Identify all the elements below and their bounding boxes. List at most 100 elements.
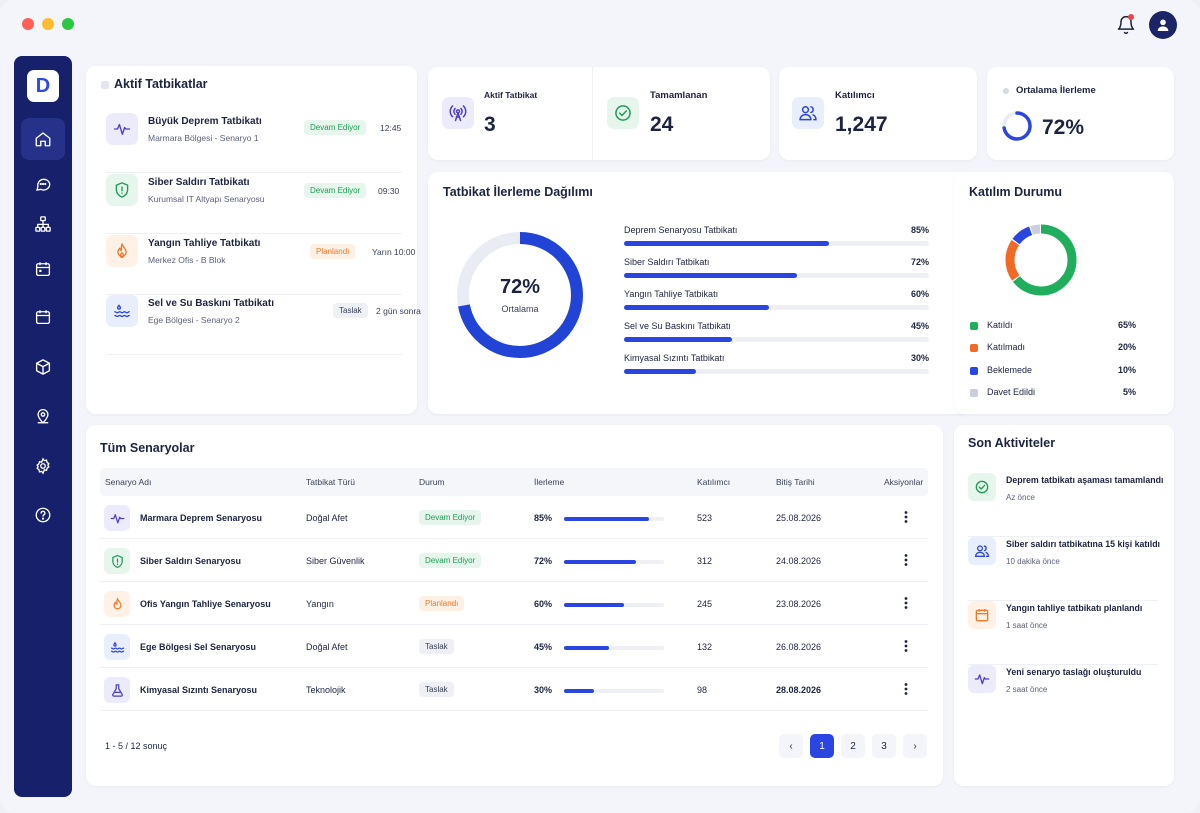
scenario-name: Siber Saldırı Senaryosu — [140, 556, 242, 566]
app-logo[interactable]: D — [27, 70, 59, 102]
scenario-name: Marmara Deprem Senaryosu — [140, 513, 263, 523]
map-pin-icon — [37, 409, 49, 424]
status-badge: Devam Ediyor — [304, 120, 367, 135]
sidebar-item-settings[interactable] — [21, 445, 65, 487]
progress-distribution-card: Tatbikat İlerleme Dağılımı 72% Ortalama … — [428, 172, 971, 414]
next-page-button[interactable]: › — [903, 734, 927, 758]
recent-activity-card: Son Aktiviteler Deprem tatbikatı aşaması… — [954, 425, 1174, 786]
sidebar-item-calendar[interactable] — [21, 248, 65, 290]
list-item[interactable]: Yangın Tahliye Tatbikatı Merkez Ofis - B… — [106, 235, 415, 295]
donut-center-value: 72% — [499, 276, 541, 298]
window-minimize-dot[interactable] — [42, 18, 54, 30]
legend-value: 10% — [1117, 365, 1136, 375]
more-vertical-icon[interactable] — [898, 638, 914, 654]
activity-item[interactable]: Yeni senaryo taslağı oluşturuldu 2 saat … — [968, 665, 1158, 729]
scenario-type: Doğal Afet — [306, 513, 348, 523]
participation-card: Katılım Durumu Katıldı 65% Katılmadı 20%… — [954, 172, 1174, 414]
list-item[interactable]: Siber Saldırı Tatbikatı Kurumsal IT Alty… — [106, 174, 402, 234]
table-row[interactable]: Marmara Deprem Senaryosu Doğal Afet Deva… — [100, 497, 928, 539]
chat-icon — [36, 178, 51, 191]
progress-track — [624, 337, 929, 342]
progress-pct: 60% — [910, 289, 929, 299]
recent-activity-title: Son Aktiviteler — [968, 436, 1056, 450]
water-icon — [104, 634, 130, 660]
activity-time: Az önce — [1006, 493, 1035, 502]
progress-row: Deprem Senaryosu Tatbikatı 85% — [624, 225, 929, 253]
avatar[interactable] — [1149, 11, 1177, 39]
prev-page-button[interactable]: ‹ — [779, 734, 803, 758]
participant-count: 98 — [697, 685, 708, 695]
page-button-3[interactable]: 3 — [872, 734, 896, 758]
progress-distribution-title: Tatbikat İlerleme Dağılımı — [443, 185, 593, 199]
activity-item[interactable]: Deprem tatbikatı aşaması tamamlandı Az ö… — [968, 473, 1163, 537]
sidebar-item-locations[interactable] — [21, 395, 65, 437]
activity-time: 1 saat önce — [1006, 621, 1048, 630]
sidebar-item-home[interactable] — [21, 118, 65, 160]
end-date: 26.08.2026 — [776, 642, 822, 652]
scenario-type: Siber Güvenlik — [306, 556, 365, 566]
window-maximize-dot[interactable] — [62, 18, 74, 30]
progress-fill — [624, 337, 733, 342]
legend-label: Katılmadı — [987, 342, 1026, 352]
active-drills-title: Aktif Tatbikatlar — [114, 77, 208, 91]
participation-title: Katılım Durumu — [969, 185, 1063, 199]
calendar-icon — [35, 262, 51, 277]
drill-subtitle: Kurumsal IT Altyapı Senaryosu — [148, 194, 265, 204]
legend-label: Davet Edildi — [987, 387, 1036, 397]
status-badge: Devam Ediyor — [419, 553, 482, 568]
sidebar-item-schedule[interactable] — [21, 296, 65, 338]
progress-fill — [564, 646, 609, 650]
stat-label: Tamamlanan — [650, 90, 708, 101]
more-vertical-icon[interactable] — [898, 509, 914, 525]
end-date: 24.08.2026 — [776, 556, 822, 566]
progress-pct: 85% — [910, 225, 929, 235]
column-header: Aksiyonlar — [884, 477, 924, 487]
status-badge: Devam Ediyor — [304, 183, 367, 198]
table-row[interactable]: Ofis Yangın Tahliye Senaryosu Yangın Pla… — [100, 583, 928, 625]
window-close-dot[interactable] — [22, 18, 34, 30]
bell-icon[interactable] — [1116, 15, 1136, 35]
more-vertical-icon[interactable] — [898, 595, 914, 611]
stat-value: 3 — [484, 113, 496, 136]
sidebar-item-organization[interactable] — [21, 203, 65, 245]
sidebar-item-inventory[interactable] — [21, 346, 65, 388]
progress-pct: 85% — [534, 513, 553, 523]
sidebar-item-messages[interactable] — [21, 163, 65, 205]
drill-name: Büyük Deprem Tatbikatı — [148, 116, 262, 127]
page-button-2[interactable]: 2 — [841, 734, 865, 758]
drill-subtitle: Ege Bölgesi - Senaryo 2 — [148, 315, 240, 325]
participants-card: Katılımcı 1,247 — [779, 67, 977, 160]
activity-title: Yangın tahliye tatbikatı planlandı — [1006, 603, 1143, 613]
home-icon — [35, 132, 51, 147]
check-circle-icon — [968, 473, 996, 501]
progress-pct: 45% — [534, 642, 553, 652]
sidebar-item-help[interactable] — [21, 494, 65, 536]
notification-dot — [1128, 14, 1134, 20]
stat-label: Katılımcı — [835, 90, 875, 101]
progress-fill — [564, 517, 649, 521]
drill-subtitle: Marmara Bölgesi - Senaryo 1 — [148, 133, 259, 143]
settings-icon — [36, 457, 50, 475]
legend-label: Katıldı — [987, 320, 1013, 330]
more-vertical-icon[interactable] — [898, 552, 914, 568]
status-badge: Devam Ediyor — [419, 510, 482, 525]
progress-fill — [624, 369, 697, 374]
activity-item[interactable]: Siber saldırı tatbikatına 15 kişi katıld… — [968, 537, 1160, 601]
progress-track — [564, 560, 664, 564]
table-row[interactable]: Kimyasal Sızıntı Senaryosu Teknolojik Ta… — [100, 669, 928, 711]
scenario-type: Teknolojik — [306, 685, 346, 695]
users-icon — [792, 97, 824, 129]
list-item[interactable]: Büyük Deprem Tatbikatı Marmara Bölgesi -… — [106, 113, 402, 173]
legend-item: Katılmadı 20% — [970, 342, 1136, 356]
more-vertical-icon[interactable] — [898, 681, 914, 697]
legend-item: Beklemede 10% — [970, 365, 1136, 379]
divider — [592, 67, 593, 160]
page-button-1[interactable]: 1 — [810, 734, 834, 758]
activity-item[interactable]: Yangın tahliye tatbikatı planlandı 1 saa… — [968, 601, 1158, 665]
drill-name: Yangın Tahliye Tatbikatı — [148, 238, 261, 249]
list-item[interactable]: Sel ve Su Baskını Tatbikatı Ege Bölgesi … — [106, 295, 421, 355]
progress-pct: 30% — [910, 353, 929, 363]
table-row[interactable]: Siber Saldırı Senaryosu Siber Güvenlik D… — [100, 540, 928, 582]
scenario-name: Kimyasal Sızıntı Senaryosu — [140, 685, 258, 695]
table-row[interactable]: Ege Bölgesi Sel Senaryosu Doğal Afet Tas… — [100, 626, 928, 668]
